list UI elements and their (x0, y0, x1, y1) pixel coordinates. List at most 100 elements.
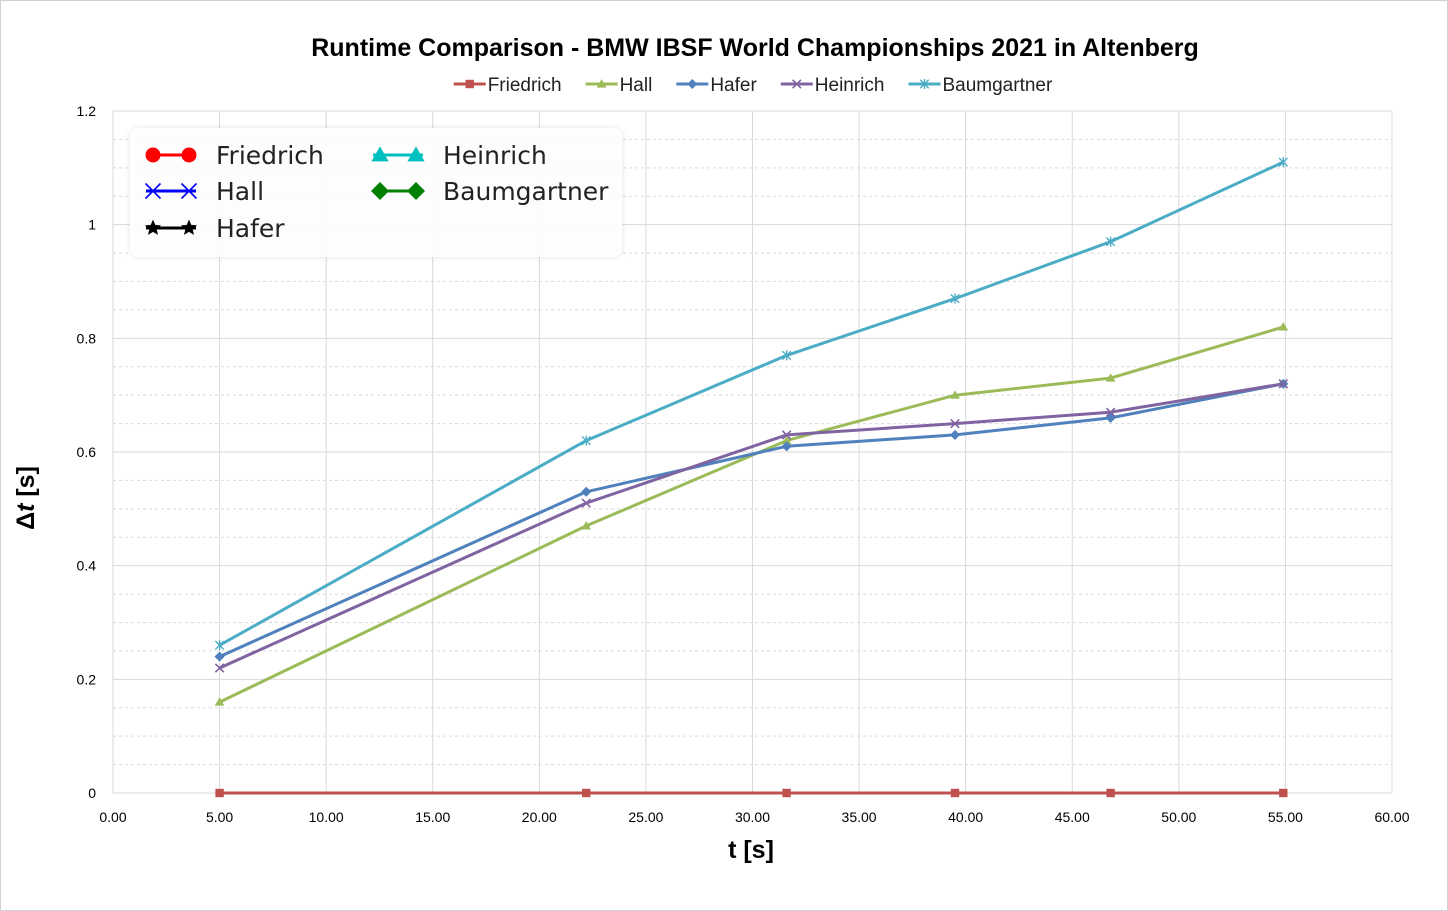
y-tick-label: 0 (88, 785, 96, 801)
point-hall (1105, 373, 1116, 382)
point-friedrich (215, 788, 224, 798)
legend-top: Friedrich Hall Hafer Heinrich Baumgartner (453, 75, 1053, 96)
y-axis-label-var: t (12, 502, 40, 512)
point-friedrich (582, 788, 591, 798)
legend-inset-item-baumgartner: Baumgartner (371, 177, 609, 206)
legend-inset-item-hafer: Hafer (144, 214, 285, 243)
tick-labels: 0.00 5.00 10.00 15.00 20.00 25.00 30.00 35.00 40… (77, 103, 1410, 825)
point-baumgartner (950, 293, 960, 304)
y-tick-label: 0.2 (77, 671, 97, 687)
point-hall (950, 390, 960, 399)
legend-top-item-baumgartner: Baumgartner (908, 75, 1053, 96)
legend-top-item-heinrich: Heinrich (780, 75, 885, 96)
point-hafer (781, 441, 792, 452)
point-baumgartner (1105, 236, 1116, 247)
y-tick-label: 1 (88, 217, 96, 233)
point-friedrich (782, 788, 791, 798)
legend-top-item-hafer: Hafer (676, 75, 757, 96)
x-tick-label: 20.00 (522, 809, 557, 825)
legend-label: Hafer (216, 214, 285, 243)
legend-marker (180, 182, 198, 200)
legend-label: Hall (216, 177, 264, 206)
legend-marker (407, 182, 425, 200)
legend-marker (919, 78, 930, 90)
legend-label: Baumgartner (942, 75, 1053, 96)
y-tick-label: 0.4 (77, 558, 97, 574)
legend-marker (144, 182, 162, 200)
point-baumgartner (1278, 157, 1288, 168)
series-heinrich (214, 379, 1289, 673)
series-line-hall (218, 325, 1284, 704)
legend-label: Baumgartner (443, 177, 609, 206)
series-baumgartner (214, 157, 1288, 651)
point-heinrich (950, 418, 960, 429)
legend-label: Hafer (710, 75, 757, 96)
x-tick-label: 55.00 (1268, 809, 1303, 825)
x-tick-label: 15.00 (415, 809, 450, 825)
legend-marker (181, 147, 197, 163)
legend-top-item-friedrich: Friedrich (453, 75, 562, 96)
legend-marker (596, 79, 607, 88)
x-tick-label: 25.00 (628, 809, 663, 825)
legend-marker (792, 79, 802, 89)
point-hafer (214, 651, 225, 662)
series-line-heinrich (218, 382, 1284, 670)
legend-label: Heinrich (815, 75, 885, 96)
y-axis-label: Δt [s] (12, 466, 40, 530)
point-hafer (581, 486, 592, 497)
legend-label: Hall (620, 75, 653, 96)
point-friedrich (950, 788, 960, 798)
x-tick-label: 35.00 (842, 809, 877, 825)
y-tick-label: 0.8 (77, 330, 97, 346)
legend-inset-item-heinrich: Heinrich (371, 141, 547, 170)
point-hall (581, 521, 592, 530)
point-hall (214, 697, 225, 706)
point-baumgartner (581, 435, 591, 446)
legend-marker (371, 182, 389, 200)
grid (112, 110, 1393, 794)
y-tick-label: 0.6 (77, 444, 97, 460)
x-tick-label: 60.00 (1374, 809, 1409, 825)
series-hafer (214, 378, 1289, 662)
legend-inset-item-friedrich: Friedrich (145, 141, 324, 170)
point-heinrich (214, 663, 225, 673)
point-baumgartner (214, 640, 225, 651)
legend-label: Friedrich (216, 141, 324, 170)
series-friedrich (215, 788, 1288, 798)
legend-marker (465, 79, 474, 89)
series-hall (214, 322, 1289, 706)
point-baumgartner (781, 350, 792, 361)
point-friedrich (1279, 788, 1288, 798)
legend-inset-item-hall: Hall (144, 177, 264, 206)
point-hall (781, 435, 792, 445)
series-line-hafer (218, 382, 1284, 658)
x-axis-label: t [s] (728, 836, 774, 864)
legend-marker (687, 78, 698, 90)
y-tick-label: 1.2 (77, 103, 97, 119)
x-tick-label: 45.00 (1055, 809, 1090, 825)
point-hall (1278, 322, 1289, 331)
legend-marker (407, 146, 425, 162)
y-axis-label-prefix: Δ (12, 512, 40, 530)
point-heinrich (1278, 379, 1289, 389)
legend-label: Friedrich (488, 75, 562, 96)
series-line-baumgartner (218, 160, 1284, 647)
legend-inset: Friedrich Hall Hafer Heinrich Baumgartner (130, 128, 622, 257)
point-friedrich (1106, 788, 1115, 798)
x-tick-label: 50.00 (1161, 809, 1196, 825)
legend-label: Heinrich (443, 141, 547, 170)
data-series (214, 157, 1289, 798)
legend-top-item-hall: Hall (585, 75, 653, 96)
chart-title: Runtime Comparison - BMW IBSF World Cham… (311, 34, 1199, 62)
x-tick-label: 5.00 (206, 809, 233, 825)
x-tick-label: 30.00 (735, 809, 770, 825)
legend-marker (371, 146, 389, 162)
x-tick-label: 10.00 (309, 809, 344, 825)
point-hafer (949, 429, 961, 440)
x-tick-label: 0.00 (99, 809, 126, 825)
point-hafer (1105, 412, 1116, 423)
legend-marker (145, 147, 161, 163)
point-heinrich (781, 430, 792, 440)
legend-marker (144, 219, 162, 235)
